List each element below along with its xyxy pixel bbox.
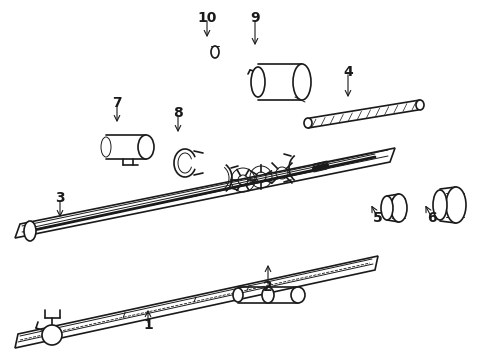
Ellipse shape bbox=[233, 288, 243, 302]
Text: 3: 3 bbox=[55, 191, 65, 205]
Polygon shape bbox=[15, 256, 378, 348]
Ellipse shape bbox=[211, 46, 219, 58]
Ellipse shape bbox=[446, 187, 466, 223]
Ellipse shape bbox=[251, 67, 265, 97]
Text: 7: 7 bbox=[112, 96, 122, 110]
Ellipse shape bbox=[416, 100, 424, 110]
Ellipse shape bbox=[262, 287, 274, 303]
Ellipse shape bbox=[304, 118, 312, 128]
Polygon shape bbox=[15, 148, 395, 238]
Text: 10: 10 bbox=[197, 11, 217, 25]
Ellipse shape bbox=[138, 135, 154, 159]
Text: 5: 5 bbox=[373, 211, 383, 225]
Ellipse shape bbox=[293, 64, 311, 100]
Ellipse shape bbox=[24, 221, 36, 241]
Text: 4: 4 bbox=[343, 65, 353, 79]
Text: 1: 1 bbox=[143, 318, 153, 332]
Ellipse shape bbox=[101, 137, 111, 157]
Text: 8: 8 bbox=[173, 106, 183, 120]
Text: 6: 6 bbox=[427, 211, 437, 225]
Ellipse shape bbox=[391, 194, 407, 222]
Ellipse shape bbox=[381, 196, 393, 220]
Ellipse shape bbox=[433, 190, 447, 220]
Text: 9: 9 bbox=[250, 11, 260, 25]
Polygon shape bbox=[308, 100, 420, 128]
Ellipse shape bbox=[291, 287, 305, 303]
Text: 2: 2 bbox=[263, 280, 273, 294]
Circle shape bbox=[42, 325, 62, 345]
